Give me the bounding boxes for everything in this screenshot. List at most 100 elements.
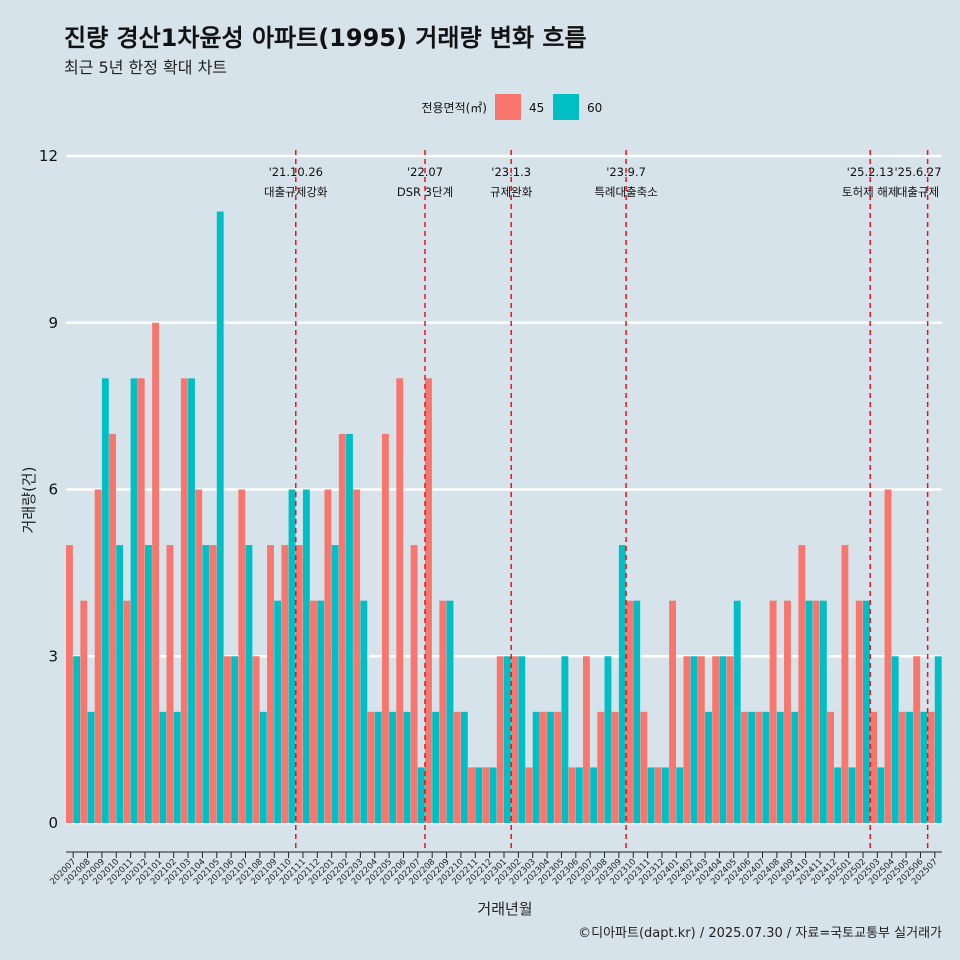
bar-60: [590, 767, 598, 823]
bar-45: [381, 433, 389, 823]
event-label: 토허제 해제: [842, 185, 899, 199]
bar-45: [554, 711, 562, 823]
bar-60: [719, 656, 727, 823]
bar-60: [202, 545, 210, 823]
bar-45: [669, 600, 677, 823]
bar-60: [805, 600, 813, 823]
bar-45: [855, 600, 863, 823]
bar-60: [101, 378, 109, 823]
bar-60: [776, 711, 784, 823]
bar-60: [906, 711, 913, 823]
bar-60: [475, 767, 483, 823]
bar-45: [410, 545, 418, 823]
event-date: '23.9.7: [606, 165, 646, 179]
y-tick-label: 3: [48, 647, 58, 665]
bar-60: [216, 211, 224, 824]
bar-45: [927, 711, 935, 823]
event-date: '25.2.13: [847, 165, 894, 179]
bar-60: [762, 711, 770, 823]
bar-60: [791, 711, 799, 823]
event-date: '22.07: [407, 165, 443, 179]
bar-45: [353, 489, 361, 823]
bar-45: [295, 545, 303, 823]
bar-60: [661, 767, 669, 823]
y-axis-title: 거래량(건): [20, 467, 38, 534]
bar-45: [683, 656, 691, 823]
bar-60: [173, 711, 181, 823]
bar-60: [159, 711, 167, 823]
bar-45: [123, 600, 131, 823]
bar-45: [468, 767, 475, 823]
x-axis: 2020072020082020092020102020112020122021…: [48, 851, 942, 887]
legend-swatch-45: [495, 94, 521, 120]
bar-45: [626, 600, 633, 823]
bar-45: [870, 711, 878, 823]
event-label: 특례대출축소: [594, 185, 657, 199]
bar-45: [913, 656, 921, 823]
bar-45: [252, 656, 260, 823]
bar-60: [863, 600, 870, 823]
bar-60: [690, 656, 698, 823]
bar-60: [575, 767, 583, 823]
bar-60: [403, 711, 411, 823]
bar-45: [654, 767, 662, 823]
bar-45: [66, 545, 73, 823]
bar-60: [417, 767, 425, 823]
bar-45: [784, 600, 791, 823]
bar-60: [604, 656, 612, 823]
bar-60: [130, 378, 138, 823]
bar-60: [532, 711, 540, 823]
bar-60: [302, 489, 310, 823]
event-label: 대출규제강화: [264, 185, 328, 199]
event-date: '21.10.26: [269, 165, 323, 179]
bar-45: [898, 711, 906, 823]
bar-60: [374, 711, 382, 823]
bar-60: [231, 656, 239, 823]
bar-60: [73, 656, 81, 823]
bar-60: [346, 433, 353, 823]
bar-60: [331, 545, 339, 823]
bar-45: [267, 545, 274, 823]
bar-45: [726, 656, 734, 823]
bar-60: [705, 711, 712, 823]
bar-45: [109, 433, 116, 823]
bar-60: [259, 711, 267, 823]
bar-45: [798, 545, 806, 823]
y-tick-label: 12: [39, 147, 58, 165]
bar-60: [633, 600, 641, 823]
legend: 전용면적(㎡) 45 60: [421, 94, 602, 120]
bar-45: [482, 767, 490, 823]
legend-title: 전용면적(㎡): [421, 101, 487, 115]
y-tick-label: 0: [48, 814, 58, 832]
bar-60: [489, 767, 497, 823]
bar-45: [611, 711, 619, 823]
source-caption: ©디아파트(dapt.kr) / 2025.07.30 / 자료=국토교통부 실…: [578, 926, 942, 941]
bar-45: [597, 711, 605, 823]
bar-45: [884, 489, 892, 823]
bars: [66, 211, 942, 824]
bar-45: [827, 711, 834, 823]
bar-60: [274, 600, 282, 823]
bar-60: [144, 545, 152, 823]
event-date: '23.1.3: [491, 165, 531, 179]
y-axis: 0 3 6 9 12: [39, 147, 58, 832]
bar-45: [539, 711, 547, 823]
bar-45: [712, 656, 720, 823]
y-tick-label: 6: [48, 481, 58, 499]
bar-45: [80, 600, 88, 823]
bar-45: [223, 656, 231, 823]
bar-60: [360, 600, 368, 823]
legend-swatch-60: [553, 94, 579, 120]
bar-45: [396, 378, 404, 823]
bar-60: [288, 489, 296, 823]
bar-60: [317, 600, 325, 823]
bar-60: [460, 711, 468, 823]
chart-title: 진량 경산1차윤성 아파트(1995) 거래량 변화 흐름: [64, 24, 587, 52]
bar-60: [87, 711, 95, 823]
bar-60: [518, 656, 526, 823]
event-label: 규제완화: [490, 185, 533, 199]
bar-60: [877, 767, 885, 823]
x-axis-title: 거래년월: [477, 900, 532, 918]
bar-60: [733, 600, 741, 823]
